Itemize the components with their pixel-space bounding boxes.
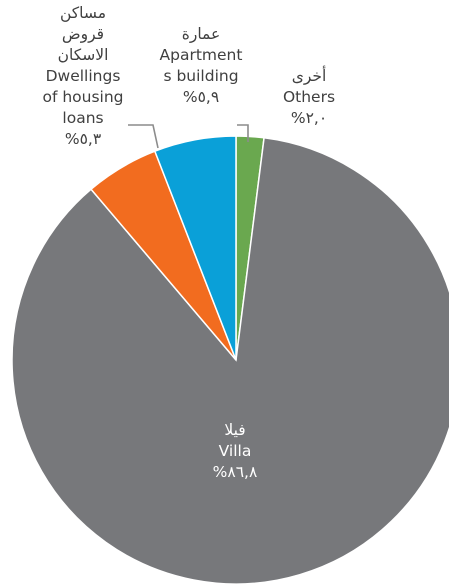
apartments-label-line-4: %٥,٩ — [182, 88, 220, 106]
housing-label-line-5: of housing — [42, 88, 124, 106]
villa-label-line-1: فيلا — [224, 421, 246, 439]
housing-label-line-4: Dwellings — [45, 67, 121, 85]
others-label-line-1: أخرى — [291, 67, 327, 85]
leader-line-housing — [128, 124, 159, 149]
housing-label-line-6: loans — [62, 109, 104, 127]
villa-label-line-2: Villa — [218, 442, 252, 460]
pie-slice-apartments — [153, 135, 237, 361]
housing-label-line-7: %٥,٣ — [64, 130, 102, 148]
others-label: أخرى Others %٢,٠ — [274, 66, 344, 129]
apartments-label-line-3: s building — [163, 67, 239, 85]
housing-label-line-2: قروض — [61, 25, 105, 43]
housing-label-line-3: الاسكان — [57, 46, 109, 64]
housing-label-line-1: مساكن — [59, 4, 107, 22]
housing-loans-label: مساكن قروض الاسكان Dwellings of housing … — [28, 3, 138, 150]
others-label-line-2: Others — [282, 88, 336, 106]
villa-label: فيلا Villa %٨٦,٨ — [190, 420, 280, 483]
villa-label-line-3: %٨٦,٨ — [212, 463, 258, 481]
leader-line-apartments — [237, 124, 249, 142]
apartments-label: عمارة Apartment s building %٥,٩ — [146, 24, 256, 108]
apartments-label-line-2: Apartment — [159, 46, 243, 64]
apartments-label-line-1: عمارة — [181, 25, 221, 43]
others-label-line-3: %٢,٠ — [290, 109, 328, 127]
pie-slice-villa — [11, 136, 449, 585]
